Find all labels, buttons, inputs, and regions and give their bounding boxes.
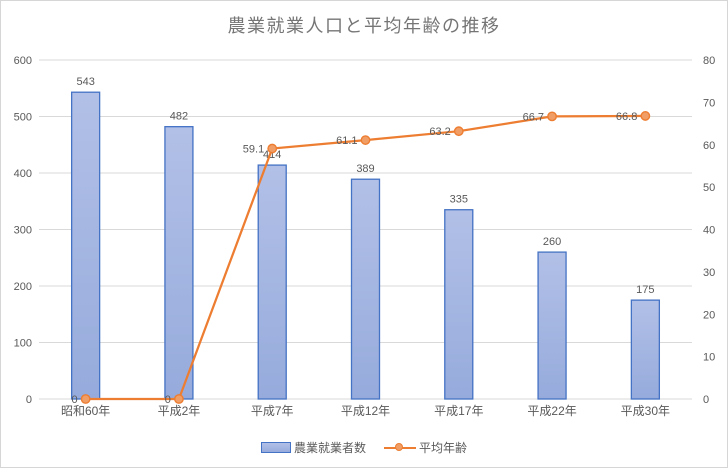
- line-value-label: 0: [165, 394, 171, 406]
- bar: [537, 251, 567, 400]
- line-marker: [360, 135, 371, 145]
- line-value-label: 66.8: [616, 111, 637, 123]
- bar: [350, 178, 381, 400]
- chart-title: 農業就業人口と平均年齢の推移: [227, 16, 501, 36]
- x-axis-label: 平成30年: [621, 404, 670, 418]
- y-axis-left-tick: 400: [14, 168, 32, 180]
- y-axis-right-tick: 40: [703, 225, 715, 237]
- bar-value-label: 482: [170, 111, 188, 123]
- line-marker: [267, 143, 278, 154]
- y-axis-right-tick: 30: [703, 267, 715, 279]
- y-axis-right-tick: 20: [703, 309, 715, 321]
- bar-value-label: 543: [76, 76, 94, 88]
- legend-label-line: 平均年齢: [419, 441, 468, 455]
- y-axis-left-tick: 0: [26, 394, 32, 406]
- line-marker: [640, 111, 651, 121]
- y-axis-right-tick: 50: [703, 182, 715, 194]
- legend-item-bars: 農業就業者数: [260, 439, 366, 456]
- bar-value-label: 260: [543, 236, 561, 248]
- y-axis-right-tick: 70: [703, 97, 715, 109]
- x-axis-label: 平成22年: [527, 404, 576, 418]
- y-axis-right-tick: 10: [703, 352, 715, 364]
- y-axis-right-tick: 60: [703, 140, 715, 152]
- line-value-label: 59.1: [243, 144, 264, 156]
- y-axis-left-tick: 600: [14, 55, 32, 67]
- bar: [257, 164, 287, 400]
- bar-value-label: 175: [636, 284, 654, 296]
- line-marker: [80, 394, 91, 404]
- x-axis-label: 昭和60年: [61, 404, 110, 418]
- legend-line-marker-icon: [395, 443, 403, 451]
- y-axis-right-tick: 80: [703, 55, 715, 67]
- x-axis-label: 平成2年: [158, 404, 201, 418]
- line-marker: [174, 394, 184, 404]
- line-value-label: 61.1: [336, 135, 357, 147]
- y-axis-left-tick: 300: [14, 225, 32, 237]
- legend-item-line: 平均年齢: [384, 439, 467, 456]
- bar: [630, 299, 661, 400]
- y-axis-left-tick: 100: [14, 338, 32, 350]
- x-axis-label: 平成7年: [251, 404, 294, 418]
- line-value-label: 63.2: [429, 126, 450, 138]
- y-axis-left-tick: 500: [14, 112, 32, 124]
- bar: [164, 126, 194, 400]
- bar: [444, 209, 474, 400]
- line-marker: [547, 111, 557, 122]
- bar-value-label: 335: [450, 194, 468, 206]
- legend: 農業就業者数 平均年齢: [1, 439, 727, 456]
- line-value-label: 66.7: [523, 111, 544, 123]
- line-value-label: 0: [72, 394, 78, 406]
- x-axis-label: 平成17年: [434, 404, 483, 418]
- y-axis-left-tick: 200: [14, 281, 32, 293]
- legend-line-swatch-icon: [384, 442, 416, 453]
- line-marker: [453, 126, 464, 137]
- y-axis-right-tick: 0: [703, 394, 709, 406]
- legend-bar-swatch-icon: [260, 442, 291, 453]
- bar-value-label: 389: [356, 163, 374, 175]
- legend-label-bars: 農業就業者数: [293, 441, 366, 455]
- bar: [70, 91, 101, 400]
- x-axis-label: 平成12年: [341, 404, 390, 418]
